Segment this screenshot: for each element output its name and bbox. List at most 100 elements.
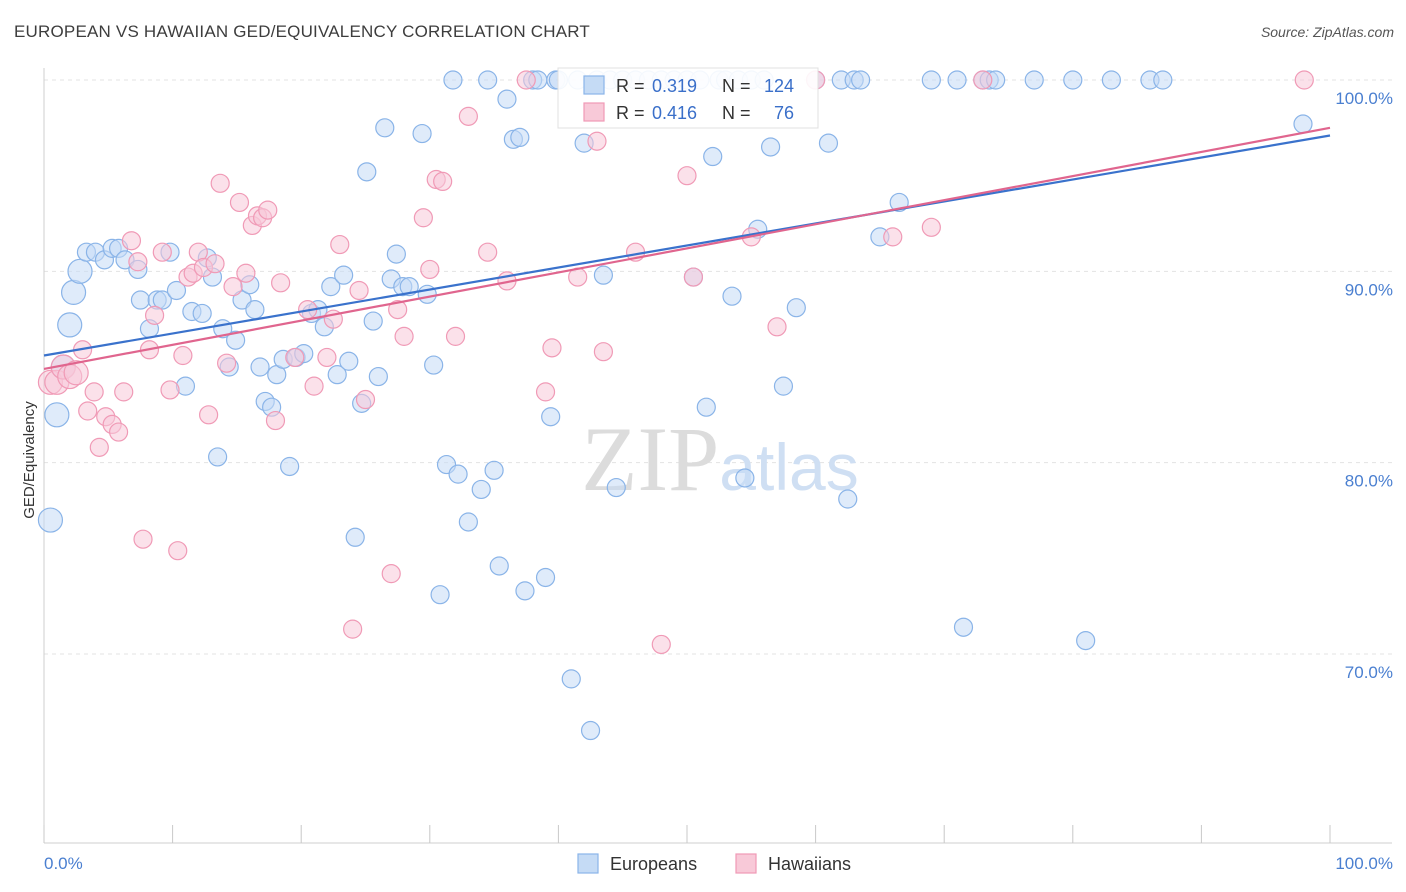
europeans-point-126 — [1153, 70, 1173, 90]
stats-n-label: N = — [722, 103, 751, 123]
europeans-point-127 — [1293, 114, 1313, 134]
europeans-point-95 — [703, 146, 723, 167]
tick-labels: 70.0% 80.0% 90.0% 100.0% 0.0% 100.0% — [44, 89, 1393, 873]
europeans-point-63 — [458, 512, 478, 532]
europeans-point-4 — [60, 279, 87, 305]
europeans-point-16 — [152, 290, 172, 310]
europeans-point-21 — [192, 303, 212, 324]
hawaiians-legend-swatch — [735, 853, 757, 874]
stats-r-label: R = — [616, 76, 645, 96]
europeans-point-13 — [130, 290, 151, 310]
europeans-point-78 — [561, 669, 581, 689]
hawaiians-point-38 — [271, 273, 291, 293]
hawaiians-point-49 — [388, 300, 408, 320]
hawaiians-point-12 — [114, 382, 134, 402]
europeans-point-1 — [44, 402, 70, 428]
europeans-point-31 — [250, 357, 270, 377]
hawaiians-point-60 — [535, 382, 556, 402]
hawaiians-legend-label: Hawaiians — [768, 854, 851, 874]
europeans-point-51 — [375, 118, 395, 138]
europeans-point-53 — [386, 244, 406, 264]
europeans-point-36 — [280, 456, 300, 477]
europeans-point-64 — [471, 479, 491, 500]
europeans-point-49 — [363, 311, 383, 331]
source-credit: Source: ZipAtlas.com — [1260, 24, 1394, 40]
europeans-point-45 — [339, 351, 359, 371]
hawaiians-point-13 — [121, 231, 142, 251]
hawaiians-point-42 — [317, 347, 337, 368]
europeans-legend-label: Europeans — [610, 854, 697, 874]
hawaiians-point-75 — [1294, 70, 1314, 90]
europeans-point-117 — [953, 617, 974, 637]
stats-n-value: 76 — [774, 103, 794, 123]
hawaiians-point-72 — [883, 227, 903, 247]
watermark-atlas: atlas — [719, 430, 858, 504]
europeans-point-75 — [541, 407, 561, 427]
europeans-point-18 — [166, 280, 187, 301]
stats-legend: R = 0.319 N = 124 R = 0.416 N = 76 — [557, 67, 819, 129]
hawaiians-point-47 — [355, 389, 376, 410]
europeans-point-59 — [430, 585, 450, 605]
hawaiians-point-11 — [108, 422, 129, 442]
europeans-point-100 — [735, 468, 755, 488]
hawaiians-point-19 — [160, 380, 180, 400]
stats-n-label: N = — [722, 76, 751, 96]
europeans-stats-swatch — [583, 75, 605, 95]
europeans-point-43 — [327, 365, 347, 385]
hawaiians-point-64 — [593, 342, 614, 362]
hawaiians-point-61 — [542, 338, 562, 358]
hawaiians-point-50 — [394, 326, 414, 346]
europeans-point-30 — [245, 300, 265, 320]
europeans-point-121 — [1024, 70, 1044, 90]
europeans-point-85 — [606, 477, 626, 498]
hawaiians-point-26 — [199, 405, 219, 425]
europeans-point-58 — [424, 355, 444, 375]
y-axis-label: GED/Equivalency — [21, 401, 38, 519]
hawaiians-point-14 — [128, 252, 148, 272]
hawaiians-point-18 — [152, 242, 172, 262]
europeans-point-104 — [760, 137, 781, 157]
europeans-point-110 — [838, 489, 858, 509]
europeans-point-42 — [321, 277, 341, 297]
hawaiians-point-46 — [349, 280, 369, 301]
hawaiians-point-68 — [683, 267, 704, 287]
hawaiians-points — [37, 70, 1314, 655]
europeans-point-70 — [510, 127, 530, 147]
y-tick-label: 80.0% — [1345, 472, 1393, 491]
europeans-point-5 — [67, 258, 93, 284]
europeans-point-3 — [57, 312, 83, 338]
hawaiians-point-73 — [921, 217, 941, 237]
bottom-legend[interactable]: Europeans Hawaiians — [577, 853, 851, 874]
hawaiians-point-54 — [433, 171, 453, 192]
hawaiians-point-15 — [133, 529, 153, 549]
hawaiians-point-27 — [205, 254, 225, 274]
hawaiians-point-57 — [478, 242, 498, 262]
hawaiians-point-17 — [144, 305, 165, 325]
hawaiians-point-52 — [420, 259, 440, 280]
stats-r-label: R = — [616, 103, 645, 123]
europeans-point-81 — [580, 720, 601, 741]
hawaiians-point-66 — [651, 634, 671, 655]
watermark-zip: ZIP — [581, 408, 719, 510]
hawaiians-point-41 — [304, 376, 324, 396]
grid-lines — [44, 79, 1392, 655]
trend-lines — [43, 126, 1331, 370]
axes — [43, 68, 1392, 844]
europeans-point-105 — [773, 376, 794, 396]
y-tick-label: 70.0% — [1345, 663, 1393, 682]
europeans-point-65 — [478, 70, 498, 90]
europeans-point-48 — [357, 162, 377, 182]
europeans-point-66 — [484, 460, 504, 480]
stats-r-value: 0.416 — [652, 103, 697, 123]
hawaiians-trend-line — [43, 126, 1331, 370]
hawaiians-point-31 — [229, 192, 250, 213]
europeans-point-108 — [818, 133, 839, 153]
europeans-point-67 — [489, 556, 509, 576]
hawaiians-point-67 — [677, 166, 697, 186]
europeans-point-28 — [232, 290, 252, 310]
europeans-point-46 — [345, 527, 365, 547]
hawaiians-point-59 — [516, 70, 536, 90]
hawaiians-point-45 — [343, 619, 363, 639]
watermark: ZIPatlas — [581, 408, 858, 510]
